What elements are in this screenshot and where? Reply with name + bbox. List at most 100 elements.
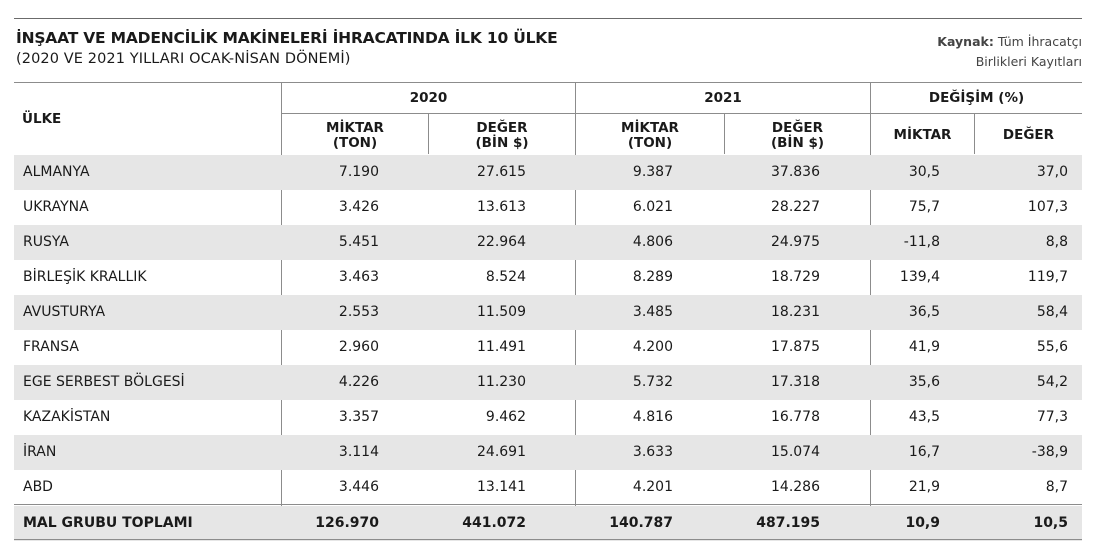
- row-qty-2020: 3.114: [338, 444, 379, 460]
- row-qty-2021: 6.021: [632, 199, 673, 215]
- header-2021: 2021: [704, 90, 742, 106]
- table-bottom-rule: [14, 539, 1082, 540]
- total-qty-2021: 140.787: [609, 515, 673, 531]
- row-chg-val: 77,3: [1036, 409, 1068, 425]
- row-qty-2020: 3.357: [338, 409, 379, 425]
- source-note: Kaynak: Tüm İhracatçı Birlikleri Kayıtla…: [937, 32, 1082, 72]
- table-row: RUSYA 5.451 22.964 4.806 24.975 -11,8 8,8: [14, 225, 1082, 260]
- header-val-2021-line2: (BİN $): [770, 135, 825, 151]
- table-row: ALMANYA 7.190 27.615 9.387 37.836 30,5 37,0: [14, 155, 1082, 190]
- row-qty-2021: 4.806: [632, 234, 673, 250]
- row-chg-val: 107,3: [1027, 199, 1068, 215]
- row-chg-val: 58,4: [1036, 304, 1068, 320]
- row-chg-qty: 75,7: [908, 199, 940, 215]
- row-val-2021: 18.231: [771, 304, 820, 320]
- header-country: ÜLKE: [22, 111, 62, 127]
- total-country: MAL GRUBU TOPLAMI: [23, 515, 193, 531]
- row-qty-2021: 5.732: [632, 374, 673, 390]
- row-chg-val: 54,2: [1036, 374, 1068, 390]
- row-val-2020: 11.509: [477, 304, 526, 320]
- row-val-2020: 11.230: [477, 374, 526, 390]
- row-val-2021: 37.836: [771, 164, 820, 180]
- row-qty-2021: 4.816: [632, 409, 673, 425]
- row-chg-qty: 139,4: [899, 269, 940, 285]
- divider-2021-sub: [724, 113, 725, 154]
- header-qty-2020-line2: (TON): [332, 135, 378, 151]
- row-chg-qty: 36,5: [908, 304, 940, 320]
- row-qty-2021: 4.200: [632, 339, 673, 355]
- total-chg-val: 10,5: [1033, 515, 1068, 531]
- row-country: RUSYA: [23, 234, 69, 250]
- row-val-2021: 17.875: [771, 339, 820, 355]
- row-country: EGE SERBEST BÖLGESİ: [23, 374, 185, 390]
- row-val-2021: 18.729: [771, 269, 820, 285]
- table-subtitle: (2020 VE 2021 YILLARI OCAK-NİSAN DÖNEMİ): [16, 51, 351, 67]
- total-val-2020: 441.072: [462, 515, 526, 531]
- row-chg-qty: 30,5: [908, 164, 940, 180]
- table-row: AVUSTURYA 2.553 11.509 3.485 18.231 36,5 58,4: [14, 295, 1082, 330]
- year-underline: [282, 113, 1082, 114]
- row-val-2021: 14.286: [771, 479, 820, 495]
- row-chg-qty: 35,6: [908, 374, 940, 390]
- row-country: İRAN: [23, 444, 57, 460]
- row-qty-2020: 7.190: [338, 164, 379, 180]
- total-rule: [14, 504, 1082, 505]
- header-chg-qty: MİKTAR: [893, 127, 952, 143]
- table-top-rule: [14, 82, 1082, 83]
- row-val-2020: 9.462: [485, 409, 526, 425]
- table-row: EGE SERBEST BÖLGESİ 4.226 11.230 5.732 17.31…: [14, 365, 1082, 400]
- row-val-2020: 24.691: [477, 444, 526, 460]
- header-val-2020-line2: (BİN $): [475, 135, 529, 151]
- header-val-2020: DEĞER (BİN $): [429, 121, 575, 151]
- row-qty-2021: 9.387: [632, 164, 673, 180]
- row-country: ALMANYA: [23, 164, 90, 180]
- header-qty-2020-line1: MİKTAR: [326, 120, 384, 136]
- header-val-2021-line1: DEĞER: [771, 120, 824, 136]
- total-val-2021: 487.195: [756, 515, 820, 531]
- table-row: İRAN 3.114 24.691 3.633 15.074 16,7 -38,9: [14, 435, 1082, 470]
- divider-change-sub: [974, 113, 975, 154]
- row-val-2021: 15.074: [771, 444, 820, 460]
- row-val-2020: 8.524: [485, 269, 526, 285]
- row-val-2021: 17.318: [771, 374, 820, 390]
- row-chg-val: 8,8: [1045, 234, 1068, 250]
- row-country: UKRAYNA: [23, 199, 89, 215]
- row-qty-2020: 3.426: [338, 199, 379, 215]
- table-row: FRANSA 2.960 11.491 4.200 17.875 41,9 55,6: [14, 330, 1082, 365]
- row-val-2021: 28.227: [771, 199, 820, 215]
- export-table: ÜLKE 2020 2021 DEĞİŞİM (%) MİKTAR (TON) …: [14, 82, 1082, 541]
- row-val-2020: 13.613: [477, 199, 526, 215]
- header-2020: 2020: [409, 90, 448, 106]
- row-val-2020: 11.491: [477, 339, 526, 355]
- total-qty-2020: 126.970: [315, 515, 379, 531]
- row-country: FRANSA: [23, 339, 79, 355]
- row-country: BİRLEŞİK KRALLIK: [23, 269, 147, 285]
- row-val-2020: 22.964: [477, 234, 526, 250]
- row-country: ABD: [23, 479, 53, 495]
- row-qty-2020: 2.553: [338, 304, 379, 320]
- row-chg-val: 55,6: [1036, 339, 1068, 355]
- top-rule: [14, 18, 1082, 19]
- header-chg-val: DEĞER: [1002, 127, 1055, 143]
- row-qty-2020: 3.446: [338, 479, 379, 495]
- header-qty-2021-line2: (TON): [627, 135, 673, 151]
- row-chg-val: 8,7: [1045, 479, 1068, 495]
- row-qty-2020: 5.451: [338, 234, 379, 250]
- row-chg-qty: 16,7: [908, 444, 940, 460]
- header-val-2020-line1: DEĞER: [476, 120, 528, 136]
- table-row: ABD 3.446 13.141 4.201 14.286 21,9 8,7: [14, 470, 1082, 505]
- divider-2020-sub: [428, 113, 429, 154]
- row-qty-2021: 3.633: [632, 444, 673, 460]
- header-qty-2020: MİKTAR (TON): [282, 121, 428, 151]
- source-line2: Birlikleri Kayıtları: [975, 54, 1082, 69]
- row-chg-qty: -11,8: [903, 234, 940, 250]
- row-chg-qty: 43,5: [908, 409, 940, 425]
- row-qty-2020: 3.463: [338, 269, 379, 285]
- row-val-2021: 16.778: [771, 409, 820, 425]
- header-change: DEĞİŞİM (%): [928, 90, 1025, 106]
- row-country: KAZAKİSTAN: [23, 409, 111, 425]
- table-row: KAZAKİSTAN 3.357 9.462 4.816 16.778 43,5 77,3: [14, 400, 1082, 435]
- row-val-2020: 27.615: [477, 164, 526, 180]
- row-val-2021: 24.975: [771, 234, 820, 250]
- total-row: MAL GRUBU TOPLAMI 126.970 441.072 140.78…: [14, 506, 1082, 541]
